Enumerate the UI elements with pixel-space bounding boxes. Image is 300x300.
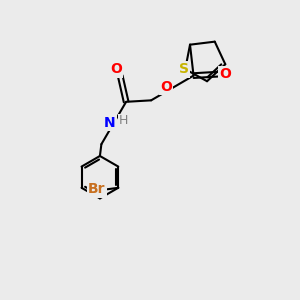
Text: N: N: [103, 116, 115, 130]
Text: S: S: [179, 62, 189, 76]
Text: H: H: [118, 114, 128, 127]
Text: Br: Br: [88, 182, 106, 196]
Text: O: O: [160, 80, 172, 94]
Text: O: O: [219, 67, 231, 81]
Text: O: O: [110, 62, 122, 76]
